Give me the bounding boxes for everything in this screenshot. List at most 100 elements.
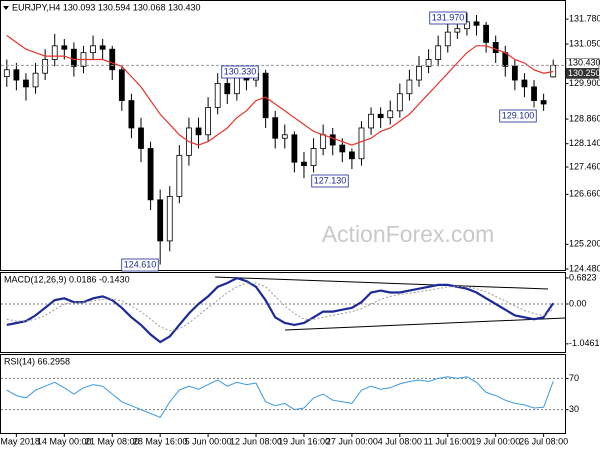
y-tick-label: 131.050 xyxy=(569,38,600,48)
candle-body xyxy=(320,134,327,149)
candle-body xyxy=(492,41,499,54)
candle-body xyxy=(70,48,77,67)
candle-body xyxy=(416,65,422,81)
y-tick-label: 125.200 xyxy=(569,239,600,249)
y-tick-label: 129.900 xyxy=(569,78,600,88)
series-line xyxy=(6,282,554,332)
candle-body xyxy=(348,151,355,160)
candle-body xyxy=(147,148,154,201)
x-tick-label: 27 Jun 00:00 xyxy=(326,436,378,446)
annotation: 127.130 xyxy=(314,175,347,185)
x-tick-label: 4 May 2018 xyxy=(0,436,40,446)
candle-body xyxy=(454,28,461,33)
annotation: 124.610 xyxy=(124,259,157,269)
series-line xyxy=(6,376,554,419)
candle-body xyxy=(444,31,451,47)
y-tick-label: 30 xyxy=(569,404,579,414)
candle-body xyxy=(531,86,537,101)
candle-body xyxy=(23,79,29,88)
candle-body xyxy=(90,45,96,54)
candle-body xyxy=(99,45,106,50)
moving-average xyxy=(6,35,554,146)
candle-body xyxy=(157,199,164,242)
candle-body xyxy=(310,148,317,167)
candle-body xyxy=(291,134,298,163)
candle-body xyxy=(483,24,490,43)
candle-body xyxy=(464,21,470,30)
x-tick-label: 11 Jul 16:00 xyxy=(424,436,472,446)
candle-body xyxy=(473,21,480,26)
candle-body xyxy=(281,134,288,139)
annotation: 129.100 xyxy=(502,110,535,120)
candle-body xyxy=(42,59,49,74)
candle-body xyxy=(329,134,336,146)
candle-body xyxy=(339,144,346,153)
x-tick-label: 19 Jun 16:00 xyxy=(278,436,330,446)
annotation-box xyxy=(499,109,537,123)
candle-body xyxy=(521,79,528,88)
y-tick-label: 124.480 xyxy=(569,263,600,273)
candle-body xyxy=(425,59,432,67)
annotation-box xyxy=(221,65,259,79)
x-tick-label: 14 May 00:00 xyxy=(37,436,92,446)
candle-body xyxy=(118,69,125,101)
candle-body xyxy=(387,110,394,119)
candle-body xyxy=(176,154,183,197)
x-tick-label: 26 Jul 08:00 xyxy=(519,436,568,446)
price-label: 130.250 xyxy=(568,68,600,78)
candle-body xyxy=(205,107,212,136)
candle-body xyxy=(540,100,547,105)
candle-body xyxy=(358,127,365,160)
title-icon xyxy=(3,6,9,10)
candle-body xyxy=(368,113,374,129)
candle-body xyxy=(32,72,39,88)
candle-body xyxy=(233,76,240,95)
annotation-box xyxy=(429,11,467,25)
y-tick-label: 0.00 xyxy=(569,298,587,308)
y-tick-label: 128.140 xyxy=(569,138,600,148)
series-line xyxy=(6,276,555,344)
candle-body xyxy=(262,72,269,119)
price-label: 130.430 xyxy=(568,58,600,68)
chart-title: EURJPY,H4 130.093 130.594 130.068 130.43… xyxy=(12,2,201,12)
y-tick-label: -1.0461 xyxy=(569,338,600,348)
candle-body xyxy=(511,65,518,81)
macd-panel xyxy=(0,272,566,353)
candle-body xyxy=(214,83,221,108)
main-panel xyxy=(0,0,566,271)
candle-body xyxy=(128,100,135,129)
rsi-panel xyxy=(0,354,566,434)
candle-body xyxy=(224,83,231,95)
macd-title: MACD(12,26,9) 0.0186 -0.1430 xyxy=(4,274,130,284)
candle-body xyxy=(13,69,20,81)
candle-body xyxy=(435,45,442,60)
watermark: ActionForex.com xyxy=(322,221,495,247)
x-tick-label: 19 Jul 00:00 xyxy=(471,436,520,446)
y-tick-label: 128.860 xyxy=(569,113,600,123)
rsi-title: RSI(14) 66.2958 xyxy=(4,356,70,366)
x-tick-label: 21 May 08:00 xyxy=(85,436,140,446)
candle-body xyxy=(61,45,68,50)
y-tick-label: 127.460 xyxy=(569,161,600,171)
annotation-box xyxy=(311,174,349,188)
annotation-box xyxy=(121,258,159,272)
candle-body xyxy=(502,52,509,67)
y-tick-label: 70 xyxy=(569,373,579,383)
x-tick-label: 4 Jul 08:00 xyxy=(378,436,422,446)
candle-body xyxy=(301,161,307,167)
candle-body xyxy=(406,79,413,95)
y-tick-label: 131.780 xyxy=(569,13,600,23)
trendline xyxy=(214,276,549,290)
candle-body xyxy=(396,93,403,112)
candle-body xyxy=(377,113,384,119)
y-tick-label: 0.6823 xyxy=(569,272,597,282)
candle-body xyxy=(109,48,116,71)
x-tick-label: 5 Jun 00:00 xyxy=(185,436,232,446)
candle-body xyxy=(51,45,58,60)
y-tick-label: 126.660 xyxy=(569,189,600,199)
candle-body xyxy=(166,196,173,242)
trendline xyxy=(284,317,566,331)
candle-body xyxy=(195,127,202,136)
